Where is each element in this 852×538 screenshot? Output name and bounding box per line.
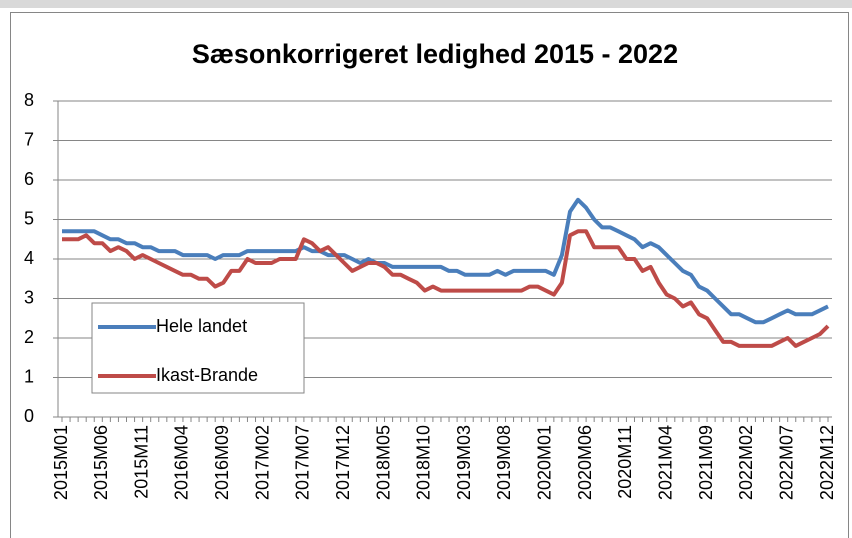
x-tick-label: 2022M07	[776, 425, 796, 500]
x-tick-label: 2017M12	[333, 425, 353, 500]
x-tick-label: 2022M02	[736, 425, 756, 500]
x-tick-label: 2021M09	[696, 425, 716, 500]
legend-label: Hele landet	[156, 316, 247, 336]
x-tick-label: 2017M02	[252, 425, 272, 500]
x-tick-label: 2021M04	[655, 425, 675, 500]
y-tick-label: 6	[24, 169, 34, 189]
series-line	[62, 229, 830, 348]
x-tick-label: 2019M03	[454, 425, 474, 500]
series-line	[62, 197, 829, 325]
x-tick-label: 2018M10	[414, 425, 434, 500]
x-tick-label: 2020M11	[615, 425, 635, 499]
y-tick-label: 1	[24, 366, 34, 386]
y-tick-label: 4	[24, 248, 34, 268]
y-tick-label: 8	[24, 90, 34, 110]
y-tick-label: 3	[24, 287, 34, 307]
x-tick-label: 2015M06	[91, 425, 111, 500]
y-tick-label: 7	[24, 129, 34, 149]
x-tick-label: 2017M07	[293, 425, 313, 500]
x-tick-label: 2015M01	[51, 425, 71, 500]
y-tick-label: 0	[24, 406, 34, 426]
y-tick-label: 2	[24, 327, 34, 347]
x-tick-label: 2020M01	[535, 425, 555, 500]
x-tick-label: 2019M08	[494, 425, 514, 500]
chart-frame	[10, 12, 849, 538]
top-bar	[0, 0, 852, 8]
x-tick-label: 2016M04	[172, 425, 192, 500]
x-tick-label: 2020M06	[575, 425, 595, 500]
y-tick-label: 5	[24, 208, 34, 228]
legend-label: Ikast-Brande	[156, 365, 258, 385]
x-tick-label: 2018M05	[373, 425, 393, 500]
chart-title: Sæsonkorrigeret ledighed 2015 - 2022	[192, 39, 678, 69]
x-tick-label: 2022M12	[817, 425, 837, 500]
x-tick-label: 2016M09	[212, 425, 232, 500]
x-tick-label: 2015M11	[131, 425, 151, 499]
